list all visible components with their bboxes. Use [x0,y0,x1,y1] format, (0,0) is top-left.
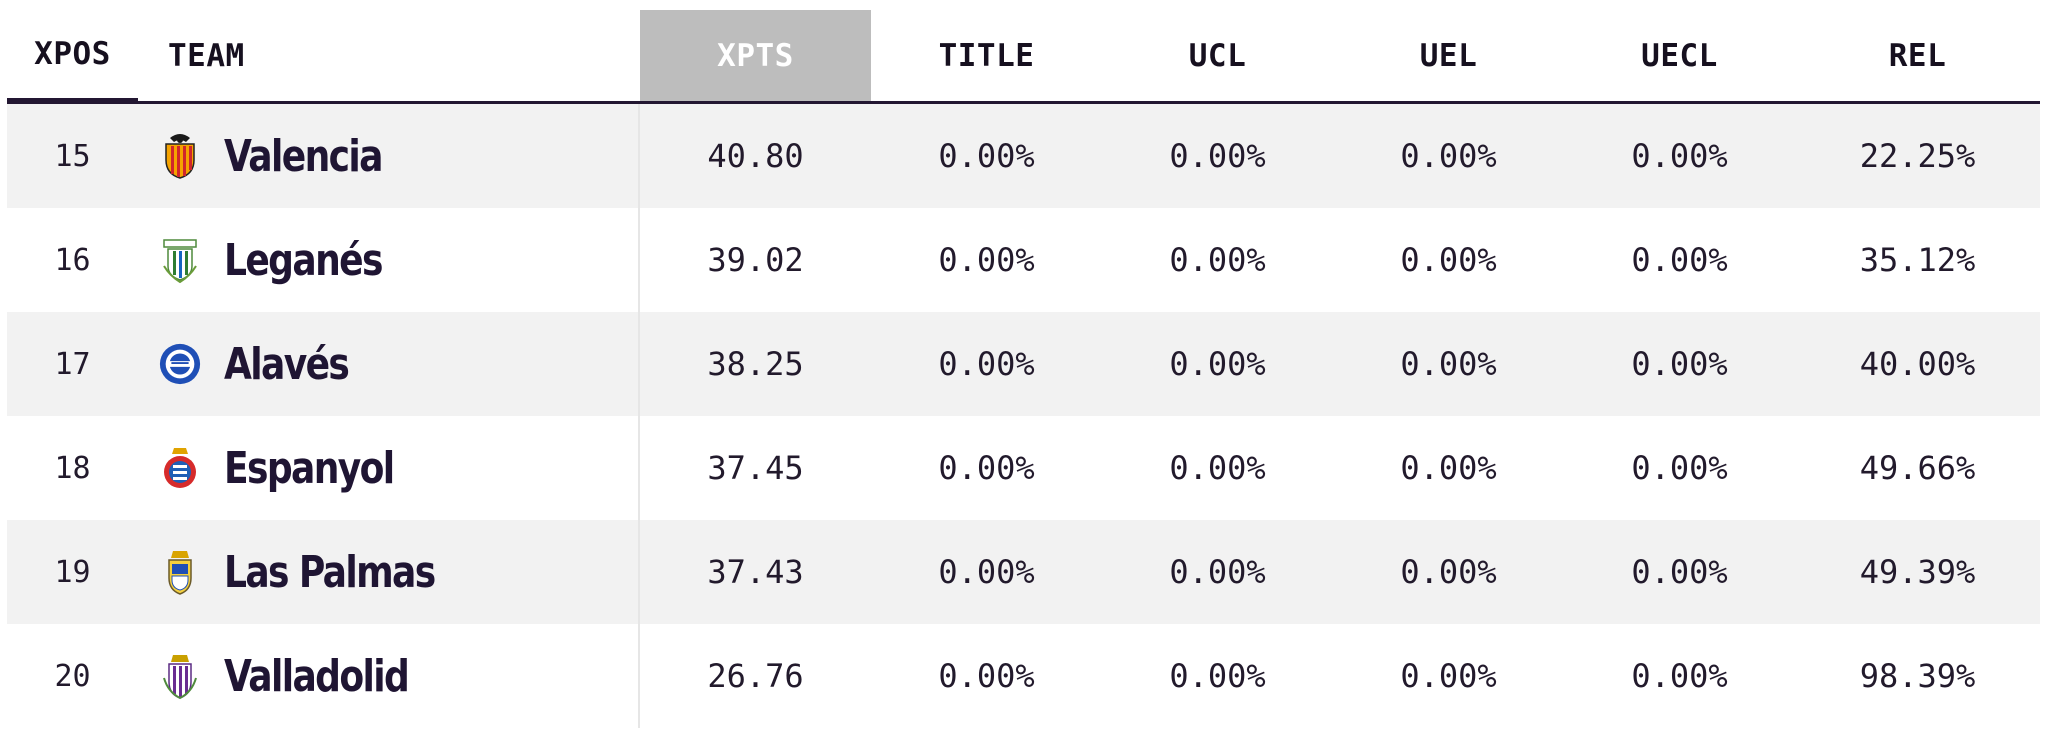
table-header: XPOS TEAM XPTS TITLE UCL UEL UECL REL [7,10,2040,104]
team-cell[interactable]: Espanyol [138,416,640,520]
rel-cell: 49.39% [1859,553,1976,591]
uecl-cell: 0.00% [1631,241,1728,279]
uel-cell: 0.00% [1400,241,1497,279]
uecl-cell: 0.00% [1631,345,1728,383]
uel-cell: 0.00% [1400,137,1497,175]
uecl-cell: 0.00% [1631,657,1728,695]
column-header-rel[interactable]: REL [1888,37,1947,74]
title-cell: 0.00% [938,345,1035,383]
valladolid-crest-icon [158,651,202,701]
column-header-xpos[interactable]: XPOS [7,10,138,101]
uecl-cell: 0.00% [1631,137,1728,175]
team-cell[interactable]: Las Palmas [138,520,640,624]
ucl-cell: 0.00% [1169,137,1266,175]
uel-cell: 0.00% [1400,657,1497,695]
team-cell[interactable]: Valladolid [138,624,640,728]
ucl-cell: 0.00% [1169,241,1266,279]
team-name: Espanyol [224,442,395,494]
espanyol-crest-icon [158,443,202,493]
rel-cell: 40.00% [1859,345,1976,383]
column-header-uel[interactable]: UEL [1419,37,1478,74]
table-row[interactable]: 20 Valladolid 26.76 0.00% 0.00% 0.00% 0.… [7,624,2040,728]
valencia-crest-icon [158,131,202,181]
rel-cell: 49.66% [1859,449,1976,487]
team-name: Valladolid [224,650,410,702]
position-cell: 16 [54,242,91,278]
xpts-cell: 38.25 [707,345,804,383]
leganes-crest-icon [158,235,202,285]
ucl-cell: 0.00% [1169,449,1266,487]
position-cell: 19 [54,554,91,590]
xpts-cell: 26.76 [707,657,804,695]
uecl-cell: 0.00% [1631,553,1728,591]
xpts-cell: 37.45 [707,449,804,487]
ucl-cell: 0.00% [1169,657,1266,695]
title-cell: 0.00% [938,241,1035,279]
title-cell: 0.00% [938,137,1035,175]
table-row[interactable]: 18 Espanyol 37.45 0.00% 0.00% 0.00% 0.00… [7,416,2040,520]
team-cell[interactable]: Alavés [138,312,640,416]
xpts-cell: 37.43 [707,553,804,591]
team-name: Leganés [224,234,383,286]
uecl-cell: 0.00% [1631,449,1728,487]
column-header-team[interactable]: TEAM [168,37,245,74]
ucl-cell: 0.00% [1169,553,1266,591]
rel-cell: 35.12% [1859,241,1976,279]
team-name: Alavés [224,338,350,390]
table-row[interactable]: 17 Alavés 38.25 0.00% 0.00% 0.00% 0.00% … [7,312,2040,416]
team-name: Las Palmas [224,546,436,598]
column-header-uecl[interactable]: UECL [1641,37,1718,74]
rel-cell: 22.25% [1859,137,1976,175]
uel-cell: 0.00% [1400,553,1497,591]
column-header-ucl[interactable]: UCL [1188,37,1247,74]
team-cell[interactable]: Valencia [138,104,640,208]
table-row[interactable]: 16 Leganés 39.02 0.00% 0.00% 0.00% 0.00%… [7,208,2040,312]
rel-cell: 98.39% [1859,657,1976,695]
column-header-title[interactable]: TITLE [938,37,1035,74]
team-name: Valencia [224,130,383,182]
position-cell: 20 [54,658,91,694]
uel-cell: 0.00% [1400,345,1497,383]
standings-table: XPOS TEAM XPTS TITLE UCL UEL UECL REL 15 [7,10,2040,728]
position-cell: 18 [54,450,91,486]
xpts-cell: 39.02 [707,241,804,279]
las-palmas-crest-icon [158,547,202,597]
title-cell: 0.00% [938,657,1035,695]
position-cell: 15 [54,138,91,174]
ucl-cell: 0.00% [1169,345,1266,383]
uel-cell: 0.00% [1400,449,1497,487]
team-cell[interactable]: Leganés [138,208,640,312]
xpts-cell: 40.80 [707,137,804,175]
column-header-xpts[interactable]: XPTS [640,10,871,101]
title-cell: 0.00% [938,553,1035,591]
table-row[interactable]: 19 Las Palmas 37.43 0.00% 0.00% 0.00% 0.… [7,520,2040,624]
title-cell: 0.00% [938,449,1035,487]
table-row[interactable]: 15 Valencia 40.80 0.00% 0.00% 0.00% 0.00… [7,104,2040,208]
alaves-crest-icon [158,339,202,389]
position-cell: 17 [54,346,91,382]
